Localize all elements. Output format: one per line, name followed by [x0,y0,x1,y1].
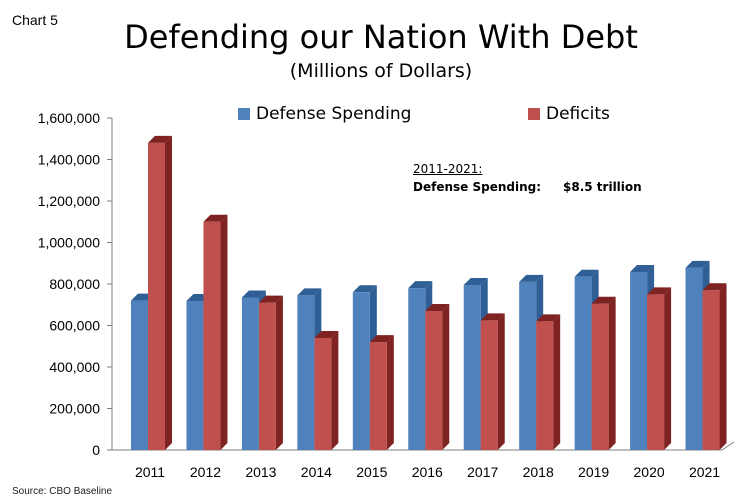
bar-defense-spending [408,288,426,450]
chart-subtitle: (Millions of Dollars) [289,60,473,82]
bar-deficit-side [719,283,727,450]
bar-defense-spending-top [408,281,433,289]
chart-number-label: Chart 5 [12,12,58,28]
y-tick-label: 400,000 [49,359,100,375]
x-tick-label: 2016 [412,464,443,480]
bar-deficit-top [258,295,283,303]
bar-defense-spending [630,271,648,450]
x-tick-label: 2020 [634,464,665,480]
bar-defense-spending [241,297,259,450]
x-tick-label: 2011 [135,464,165,480]
legend-deficits: Deficits [528,104,610,124]
bar-deficit-side [664,287,672,450]
bar-deficit-side [165,135,172,450]
bar-deficit-side [331,330,339,450]
bar-deficit-top [203,214,228,222]
bar-defense-spending-top [630,264,655,272]
bar-deficit [314,337,332,450]
bar-defense-spending-top [519,274,544,282]
bar-deficit-top [480,313,505,321]
bar-deficit-side [386,335,394,450]
bar-defense-spending [685,267,703,450]
bar-deficit-top [647,287,672,295]
y-tick-label: 0 [92,442,100,458]
bar-deficit [148,142,165,450]
bar-deficit [480,320,498,450]
source-note: Source: CBO Baseline [12,486,113,497]
bar-deficit [591,303,609,450]
legend-label-deficits: Deficits [546,104,610,124]
x-tick-label: 2013 [245,464,276,480]
legend-label-defense: Defense Spending [256,104,412,124]
bar-deficit-top [702,283,727,291]
legend-swatch-defense [238,108,250,120]
bar-deficit [369,342,387,450]
bar-defense-spending-top [297,288,322,296]
bar-defense-spending [186,301,204,450]
x-tick-label: 2015 [356,464,387,480]
legend-defense-spending: Defense Spending [238,104,411,124]
x-axis-depth-line [721,441,735,451]
x-tick-label: 2012 [190,464,221,480]
bar-deficit [647,294,665,450]
chart-title: Defending our Nation With Debt [124,18,638,56]
y-tick-label: 1,000,000 [38,235,100,251]
y-tick-label: 1,200,000 [38,193,100,209]
bar-deficit [203,221,221,450]
bar-deficit-side [442,303,450,450]
bar-deficit-top [425,303,450,311]
bar-defense-spending [463,285,481,450]
bar-deficit [258,302,276,450]
bar-deficit-side [608,296,616,450]
bar-defense-spending [131,300,148,450]
bar-defense-spending-top [463,278,488,286]
bar-defense-spending-top [574,269,599,277]
bar-deficit-top [536,314,561,322]
bar-defense-spending [574,276,592,450]
y-tick-label: 600,000 [49,318,100,334]
y-tick-label: 1,400,000 [38,152,100,168]
annotation-label: Defense Spending: [413,180,542,194]
annotation-range: 2011-2021: [413,162,483,176]
bar-defense-spending-top [352,285,377,293]
x-tick-label: 2021 [689,464,720,480]
annotation-value: $8.5 trillion [563,180,642,194]
bar-deficit [425,310,443,450]
bar-deficit [702,290,720,450]
bar-defense-spending [519,281,537,450]
bar-deficit-side [497,313,505,450]
x-tick-label: 2017 [467,464,498,480]
bar-deficit-side [275,295,283,450]
bar-deficit-top [369,335,394,343]
bar-deficit-top [148,135,172,143]
bar-deficit-side [220,214,228,450]
bar-deficit-top [314,330,339,338]
bar-deficit-side [553,314,561,450]
x-tick-label: 2018 [523,464,554,480]
summary-annotation: 2011-2021: Defense Spending: $8.5 trillio… [413,162,642,194]
bar-defense-spending [352,292,370,450]
y-tick-label: 800,000 [49,276,100,292]
y-tick-label: 1,600,000 [38,110,100,126]
bar-deficit [536,321,554,450]
x-tick-label: 2019 [578,464,609,480]
bar-defense-spending-top [241,290,266,298]
bar-deficit-top [591,296,616,304]
annotation-line: Defense Spending: $8.5 trillion [413,180,642,194]
x-tick-label: 2014 [301,464,332,480]
y-tick-label: 200,000 [49,401,100,417]
legend-swatch-deficits [528,108,540,120]
bar-defense-spending [297,295,315,450]
bar-defense-spending-top [685,260,710,268]
